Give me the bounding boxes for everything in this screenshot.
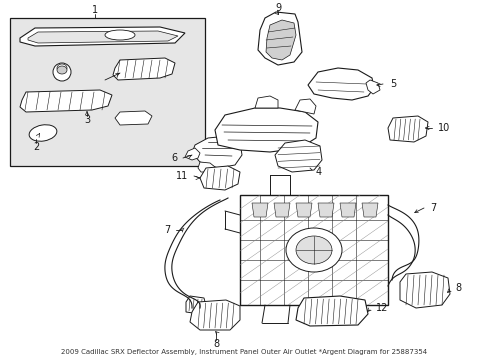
Ellipse shape xyxy=(53,63,71,81)
Polygon shape xyxy=(184,148,200,160)
Polygon shape xyxy=(307,68,373,100)
Polygon shape xyxy=(251,203,267,217)
Polygon shape xyxy=(365,80,379,94)
Text: 5: 5 xyxy=(389,79,395,89)
Text: 3: 3 xyxy=(84,115,90,125)
Polygon shape xyxy=(258,12,302,65)
Text: 8: 8 xyxy=(212,339,219,349)
Polygon shape xyxy=(317,203,333,217)
Ellipse shape xyxy=(57,66,67,74)
Text: 8: 8 xyxy=(454,283,460,293)
Ellipse shape xyxy=(105,30,135,40)
Ellipse shape xyxy=(295,236,331,264)
Bar xyxy=(240,195,387,305)
Polygon shape xyxy=(339,203,355,217)
Polygon shape xyxy=(113,58,175,80)
Polygon shape xyxy=(295,296,367,326)
Text: 1: 1 xyxy=(92,5,98,15)
Text: 7: 7 xyxy=(163,225,170,235)
Polygon shape xyxy=(215,108,317,152)
Text: 12: 12 xyxy=(375,303,387,313)
Polygon shape xyxy=(295,203,311,217)
Polygon shape xyxy=(361,203,377,217)
Polygon shape xyxy=(115,111,152,125)
Polygon shape xyxy=(190,300,240,330)
Polygon shape xyxy=(399,272,449,308)
Text: 4: 4 xyxy=(315,167,322,177)
Ellipse shape xyxy=(285,228,341,272)
Polygon shape xyxy=(200,166,240,190)
Polygon shape xyxy=(20,27,184,46)
Polygon shape xyxy=(254,96,278,108)
Text: 9: 9 xyxy=(274,3,281,13)
Ellipse shape xyxy=(57,64,67,72)
Bar xyxy=(10,18,204,166)
Polygon shape xyxy=(265,20,295,60)
Polygon shape xyxy=(273,203,289,217)
Text: 7: 7 xyxy=(429,203,435,213)
Polygon shape xyxy=(20,90,112,112)
Polygon shape xyxy=(192,136,242,168)
Ellipse shape xyxy=(29,125,57,141)
Text: 2009 Cadillac SRX Deflector Assembly, Instrument Panel Outer Air Outlet *Argent : 2009 Cadillac SRX Deflector Assembly, In… xyxy=(61,349,426,355)
Text: 6: 6 xyxy=(171,153,178,163)
Text: 11: 11 xyxy=(175,171,187,181)
Polygon shape xyxy=(294,99,315,114)
Polygon shape xyxy=(274,140,321,172)
Text: 2: 2 xyxy=(33,142,39,152)
Polygon shape xyxy=(28,31,178,43)
Polygon shape xyxy=(198,162,215,172)
Polygon shape xyxy=(185,296,205,314)
Text: 10: 10 xyxy=(437,123,449,133)
Polygon shape xyxy=(387,116,427,142)
